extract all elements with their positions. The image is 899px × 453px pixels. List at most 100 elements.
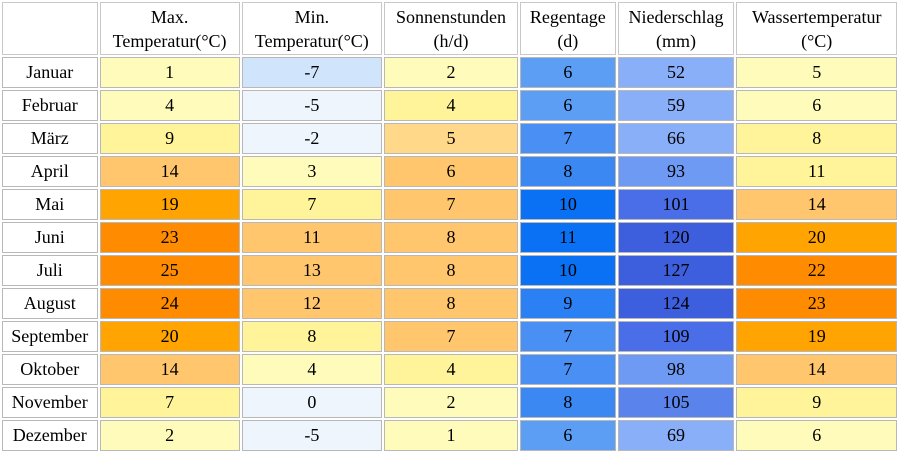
min-temp-cell: -2 (241, 123, 382, 154)
water-temp-cell: 22 (736, 255, 897, 286)
rain-days-cell: 9 (520, 288, 616, 319)
table-row: Juni 23 11 8 11 120 20 (2, 222, 897, 253)
water-temp-cell: 14 (736, 189, 897, 220)
header-rain-days: Regentage (d) (520, 2, 616, 55)
header-max-temp-line2: Temperatur(°C) (112, 30, 227, 51)
header-min-temp: Min. Temperatur(°C) (241, 2, 382, 55)
water-temp-cell: 14 (736, 354, 897, 385)
table-row: Januar 1 -7 2 6 52 5 (2, 57, 897, 88)
max-temp-cell: 14 (99, 354, 240, 385)
max-temp-cell: 4 (99, 90, 240, 121)
max-temp-cell: 24 (99, 288, 240, 319)
rain-days-cell: 7 (520, 354, 616, 385)
sunshine-cell: 6 (383, 156, 519, 187)
rain-days-cell: 8 (520, 387, 616, 418)
table-row: April 14 3 6 8 93 11 (2, 156, 897, 187)
water-temp-cell: 6 (736, 90, 897, 121)
rain-days-cell: 6 (520, 90, 616, 121)
min-temp-cell: -5 (241, 90, 382, 121)
precipitation-cell: 105 (617, 387, 735, 418)
max-temp-cell: 23 (99, 222, 240, 253)
header-min-temp-line1: Min. (294, 6, 330, 27)
precipitation-cell: 52 (617, 57, 735, 88)
sunshine-cell: 7 (383, 189, 519, 220)
header-rain-days-line2: (d) (557, 30, 579, 51)
precipitation-cell: 93 (617, 156, 735, 187)
precipitation-cell: 120 (617, 222, 735, 253)
water-temp-cell: 9 (736, 387, 897, 418)
sunshine-cell: 1 (383, 420, 519, 451)
rain-days-cell: 6 (520, 420, 616, 451)
table-row: September 20 8 7 7 109 19 (2, 321, 897, 352)
header-max-temp-line1: Max. (150, 6, 189, 27)
min-temp-cell: 0 (241, 387, 382, 418)
table-row: März 9 -2 5 7 66 8 (2, 123, 897, 154)
table-row: Juli 25 13 8 10 127 22 (2, 255, 897, 286)
rain-days-cell: 11 (520, 222, 616, 253)
month-cell: Oktober (2, 354, 98, 385)
max-temp-cell: 1 (99, 57, 240, 88)
max-temp-cell: 9 (99, 123, 240, 154)
water-temp-cell: 5 (736, 57, 897, 88)
header-max-temp: Max. Temperatur(°C) (99, 2, 240, 55)
precipitation-cell: 69 (617, 420, 735, 451)
rain-days-cell: 6 (520, 57, 616, 88)
water-temp-cell: 20 (736, 222, 897, 253)
min-temp-cell: -5 (241, 420, 382, 451)
header-sunshine-line1: Sonnenstunden (396, 6, 506, 27)
max-temp-cell: 14 (99, 156, 240, 187)
sunshine-cell: 7 (383, 321, 519, 352)
table-row: Februar 4 -5 4 6 59 6 (2, 90, 897, 121)
min-temp-cell: -7 (241, 57, 382, 88)
min-temp-cell: 8 (241, 321, 382, 352)
precipitation-cell: 124 (617, 288, 735, 319)
header-precipitation-line1: Niederschlag (628, 6, 724, 27)
precipitation-cell: 59 (617, 90, 735, 121)
rain-days-cell: 10 (520, 255, 616, 286)
max-temp-cell: 2 (99, 420, 240, 451)
precipitation-cell: 66 (617, 123, 735, 154)
rain-days-cell: 7 (520, 123, 616, 154)
water-temp-cell: 6 (736, 420, 897, 451)
header-min-temp-line2: Temperatur(°C) (254, 30, 369, 51)
header-row: Max. Temperatur(°C) Min. Temperatur(°C) So… (2, 2, 897, 55)
rain-days-cell: 10 (520, 189, 616, 220)
table-row: November 7 0 2 8 105 9 (2, 387, 897, 418)
header-rain-days-line1: Regentage (529, 6, 606, 27)
table-row: Mai 19 7 7 10 101 14 (2, 189, 897, 220)
max-temp-cell: 7 (99, 387, 240, 418)
sunshine-cell: 8 (383, 288, 519, 319)
rain-days-cell: 7 (520, 321, 616, 352)
header-precipitation: Niederschlag (mm) (617, 2, 735, 55)
header-water-temp-line2: (°C) (801, 30, 833, 51)
precipitation-cell: 127 (617, 255, 735, 286)
header-corner (2, 2, 98, 55)
sunshine-cell: 2 (383, 57, 519, 88)
sunshine-cell: 8 (383, 222, 519, 253)
min-temp-cell: 7 (241, 189, 382, 220)
month-cell: Dezember (2, 420, 98, 451)
max-temp-cell: 19 (99, 189, 240, 220)
month-cell: März (2, 123, 98, 154)
water-temp-cell: 11 (736, 156, 897, 187)
header-sunshine-line2: (h/d) (433, 30, 469, 51)
table-row: Oktober 14 4 4 7 98 14 (2, 354, 897, 385)
header-water-temp-line1: Wassertemperatur (751, 6, 882, 27)
month-cell: Juli (2, 255, 98, 286)
month-cell: Mai (2, 189, 98, 220)
precipitation-cell: 98 (617, 354, 735, 385)
month-cell: August (2, 288, 98, 319)
table-row: August 24 12 8 9 124 23 (2, 288, 897, 319)
precipitation-cell: 109 (617, 321, 735, 352)
max-temp-cell: 20 (99, 321, 240, 352)
water-temp-cell: 23 (736, 288, 897, 319)
month-cell: September (2, 321, 98, 352)
month-cell: Januar (2, 57, 98, 88)
month-cell: April (2, 156, 98, 187)
min-temp-cell: 3 (241, 156, 382, 187)
rain-days-cell: 8 (520, 156, 616, 187)
table-body: Januar 1 -7 2 6 52 5 Februar 4 -5 4 6 59 6 März 9 -2 5 7 66… (2, 57, 897, 451)
max-temp-cell: 25 (99, 255, 240, 286)
min-temp-cell: 12 (241, 288, 382, 319)
